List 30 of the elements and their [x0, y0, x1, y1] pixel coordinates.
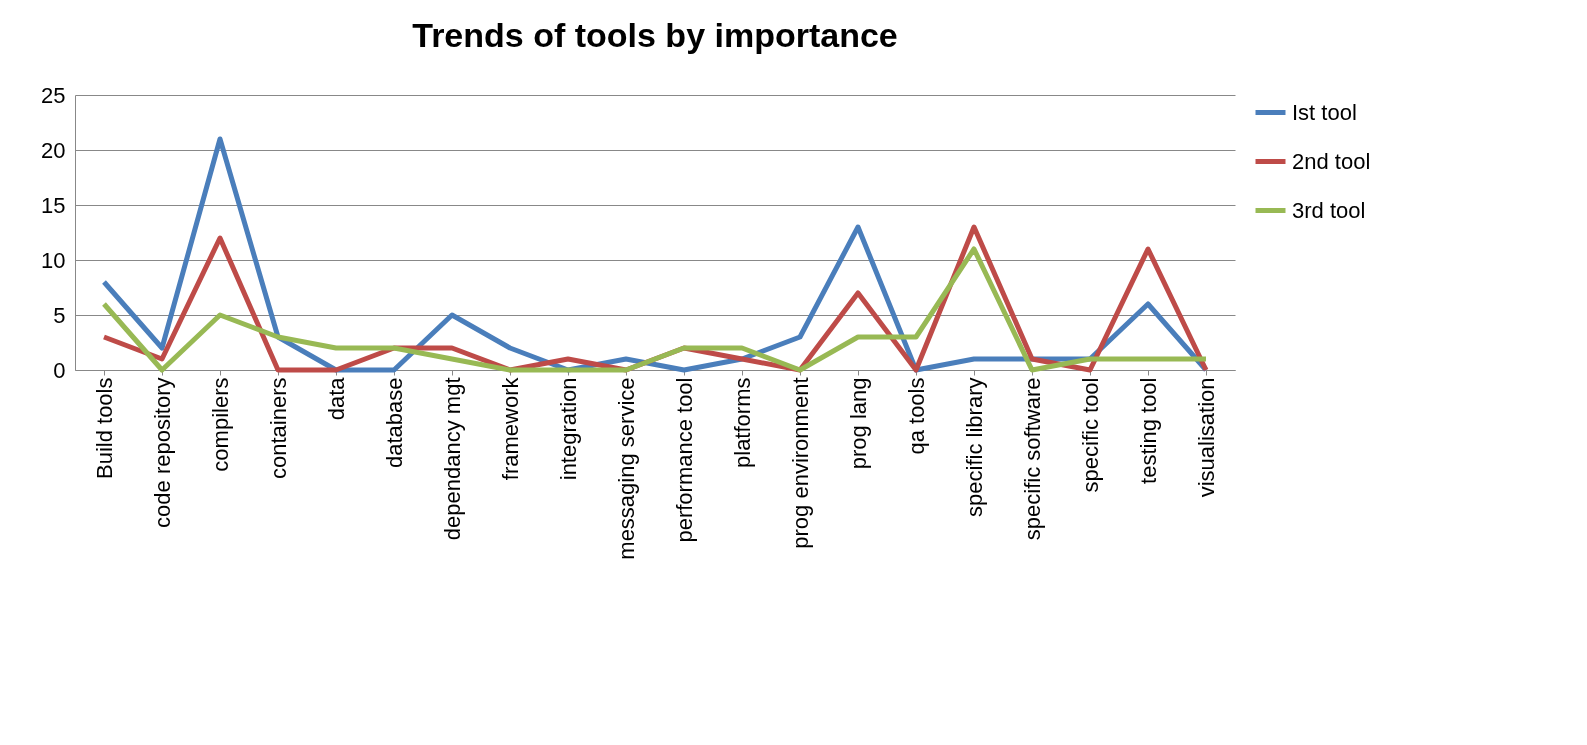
- y-tick-label: 20: [41, 137, 66, 163]
- legend-label: 3rd tool: [1292, 197, 1366, 223]
- x-tick-label: prog environment: [787, 377, 813, 549]
- x-tick-label: specific tool: [1077, 377, 1103, 493]
- x-tick-label: platforms: [729, 377, 755, 468]
- y-tick-label: 15: [41, 192, 66, 218]
- x-tick-label: specific software: [1019, 377, 1045, 541]
- x-tick-label: messaging service: [613, 377, 639, 560]
- y-tick-label: 0: [53, 357, 66, 383]
- x-tick-label: prog lang: [845, 377, 871, 470]
- x-tick-label: Build tools: [91, 377, 117, 480]
- x-tick-label: testing tool: [1135, 377, 1161, 484]
- x-tick-label: visualisation: [1193, 377, 1219, 498]
- x-tick-label: dependancy mgt: [439, 377, 465, 541]
- y-tick-label: 25: [41, 82, 66, 108]
- x-tick-label: containers: [265, 377, 291, 480]
- x-tick-label: database: [381, 377, 407, 469]
- chart-title: Trends of tools by importance: [412, 16, 898, 54]
- legend-label: Ist tool: [1292, 99, 1357, 125]
- x-tick-label: framework: [497, 376, 523, 481]
- x-tick-label: code repository: [149, 377, 175, 528]
- x-tick-label: data: [323, 376, 349, 421]
- x-tick-label: specific library: [961, 377, 987, 517]
- x-tick-label: performance tool: [671, 377, 697, 543]
- y-tick-label: 5: [53, 302, 66, 328]
- x-tick-label: integration: [555, 377, 581, 481]
- legend-label: 2nd tool: [1292, 148, 1371, 174]
- x-tick-label: compilers: [207, 377, 233, 472]
- y-tick-label: 10: [41, 247, 66, 273]
- x-tick-label: qa tools: [903, 377, 929, 455]
